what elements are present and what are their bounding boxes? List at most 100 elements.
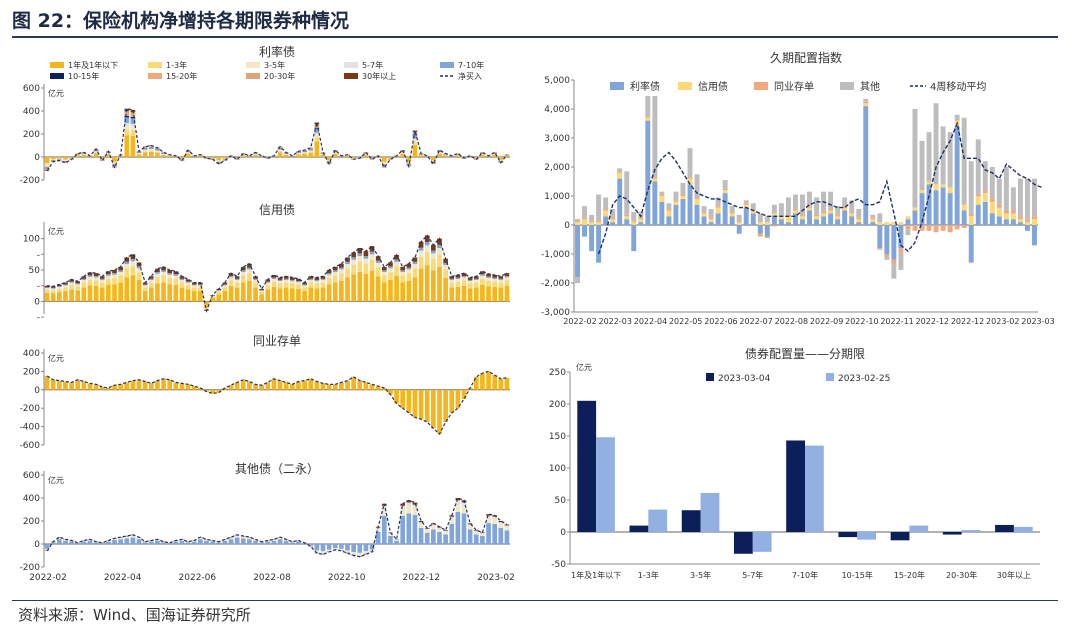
bar-segment [603, 209, 609, 211]
bar-segment [308, 152, 314, 157]
bar-segment [265, 279, 271, 282]
bar-segment [486, 273, 491, 277]
bar-segment [673, 191, 679, 201]
bar-segment [345, 550, 350, 552]
bar-segment [124, 117, 130, 124]
bar-segment [155, 152, 160, 157]
bar-segment [431, 259, 436, 271]
bar-segment [142, 151, 148, 153]
bar-segment [222, 540, 228, 541]
y-tick-label: 4,000 [544, 105, 570, 115]
bar [890, 532, 910, 541]
bar-segment [1010, 219, 1016, 225]
bar-segment [302, 282, 307, 285]
bar-segment [326, 384, 332, 390]
bar-segment [351, 553, 356, 555]
x-tick-label: 3-5年 [690, 570, 711, 580]
bar-segment [412, 502, 418, 505]
bar-segment [492, 154, 498, 155]
legend-label: 2023-03-04 [718, 374, 771, 384]
chart-title: 同业存单 [253, 334, 301, 348]
bar-segment [363, 551, 369, 553]
bar-segment [148, 149, 154, 151]
bar-segment [381, 272, 387, 276]
bar-segment [142, 291, 148, 302]
bar-segment [314, 279, 320, 282]
bar-segment [617, 172, 623, 179]
bar-segment [1003, 213, 1009, 220]
bar-segment [443, 389, 448, 422]
bar [909, 525, 929, 532]
bar-segment [155, 151, 160, 152]
bar-segment [431, 253, 436, 259]
bar-segment [320, 553, 326, 555]
bar-segment [575, 222, 580, 225]
bar-segment [106, 153, 111, 155]
bar-segment [473, 280, 479, 283]
bar-segment [167, 273, 173, 275]
bar-segment [161, 154, 166, 157]
bar-segment [112, 270, 117, 274]
bar-segment [56, 538, 62, 540]
bar-segment [302, 153, 307, 157]
y-tick-label: 0 [34, 297, 40, 307]
bar-segment [418, 250, 424, 257]
bar-segment [314, 288, 320, 302]
bar-segment [821, 213, 827, 217]
bar-segment [498, 527, 504, 544]
bar-segment [912, 210, 918, 225]
bar-segment [314, 134, 320, 138]
bar-segment [167, 270, 173, 274]
bar-segment [296, 154, 301, 157]
y-tick-label: 200 [23, 130, 40, 140]
bar-segment [673, 201, 679, 205]
bar-segment [204, 540, 209, 544]
bar-segment [161, 542, 166, 544]
bar-segment [743, 203, 749, 205]
bar-segment [919, 190, 925, 194]
bar-segment [947, 225, 953, 233]
bar-segment [44, 548, 50, 550]
bar-segment [498, 378, 504, 390]
bar-segment [44, 163, 50, 165]
bar-segment [814, 216, 820, 220]
bar-segment [314, 544, 320, 551]
bar-segment [247, 280, 252, 302]
bar-segment [431, 160, 436, 162]
bar-segment [228, 280, 234, 286]
bar-segment [659, 191, 665, 195]
bar-segment [891, 225, 897, 260]
bar-segment [388, 268, 393, 273]
bar-segment [155, 268, 160, 273]
bar-segment [161, 270, 166, 273]
bar [1013, 526, 1033, 532]
bar-segment [155, 276, 160, 284]
bar-segment [486, 514, 491, 516]
y-tick-label: 0 [34, 540, 40, 550]
bar-segment [701, 216, 707, 225]
bar-segment [81, 541, 87, 544]
bar-segment [302, 287, 307, 292]
bar-segment [296, 284, 301, 289]
legend-label: 同业存单 [774, 80, 814, 93]
bar-segment [247, 381, 252, 390]
bar-segment [124, 123, 130, 126]
bar-segment [694, 198, 700, 205]
bar-segment [124, 261, 130, 265]
bar-segment [486, 276, 491, 278]
bar-segment [289, 288, 295, 302]
bar-segment [687, 178, 693, 185]
bar-segment [112, 163, 117, 165]
bar-segment [326, 550, 332, 552]
bar-segment [179, 287, 185, 302]
bar [786, 440, 805, 532]
bar-segment [388, 534, 393, 536]
bar-segment [112, 274, 117, 278]
bar-segment [265, 541, 271, 544]
y-tick-label: -1,000 [541, 250, 570, 260]
bar-segment [919, 140, 925, 191]
bar-segment [400, 505, 406, 510]
bar-segment [968, 225, 974, 263]
bar-segment [130, 535, 136, 537]
